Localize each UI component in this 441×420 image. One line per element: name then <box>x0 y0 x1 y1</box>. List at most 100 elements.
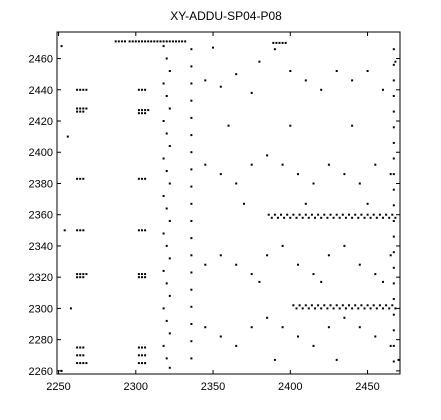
data-point <box>250 273 253 276</box>
data-point <box>82 346 85 349</box>
data-point <box>144 346 147 349</box>
data-point <box>250 326 253 329</box>
data-point <box>266 154 269 157</box>
data-point <box>165 207 168 210</box>
data-point <box>343 316 346 319</box>
data-point <box>392 188 395 191</box>
data-point <box>392 235 395 238</box>
data-point <box>190 220 193 222</box>
data-point <box>312 273 315 276</box>
data-point <box>385 304 388 307</box>
data-point <box>295 307 298 310</box>
data-point <box>392 173 395 176</box>
data-point <box>159 40 162 43</box>
data-point <box>165 57 168 60</box>
data-point <box>144 109 147 112</box>
data-point <box>392 220 395 222</box>
data-point <box>76 276 79 279</box>
data-point <box>137 346 140 349</box>
data-point <box>374 163 377 166</box>
data-point <box>284 41 287 44</box>
data-point <box>63 229 66 232</box>
points-layer <box>60 40 400 372</box>
data-point <box>227 124 230 127</box>
data-point <box>332 307 335 310</box>
data-point <box>392 63 395 66</box>
data-point <box>165 319 168 322</box>
data-point <box>141 354 143 357</box>
data-point <box>85 107 88 110</box>
data-point <box>141 40 143 43</box>
data-point <box>351 79 354 82</box>
data-point <box>392 266 395 269</box>
data-point <box>329 213 332 216</box>
data-point <box>292 213 295 216</box>
data-point <box>289 216 292 219</box>
data-point <box>283 216 286 219</box>
data-point <box>392 95 395 97</box>
data-point <box>162 120 165 122</box>
data-point <box>366 202 369 205</box>
data-point <box>320 88 323 91</box>
data-point <box>304 304 307 307</box>
data-point <box>162 232 165 235</box>
data-point <box>307 307 310 310</box>
data-point <box>204 263 207 266</box>
data-point <box>351 124 354 127</box>
data-point <box>270 216 273 219</box>
data-point <box>60 45 63 48</box>
data-point <box>165 132 168 135</box>
y-tick-label: 2360 <box>29 210 53 222</box>
data-point <box>162 82 165 85</box>
y-tick-label: 2280 <box>29 335 53 347</box>
data-point <box>128 40 131 43</box>
data-point <box>190 151 193 154</box>
data-point <box>168 70 171 72</box>
data-point <box>162 269 165 272</box>
data-point <box>144 40 147 43</box>
data-point <box>141 276 143 279</box>
data-point <box>168 107 171 110</box>
data-point <box>258 280 261 283</box>
data-point <box>190 323 193 325</box>
data-point <box>357 216 360 219</box>
data-point <box>394 216 397 219</box>
data-point <box>147 40 150 43</box>
data-point <box>144 354 147 357</box>
data-point <box>165 170 168 172</box>
data-point <box>82 88 85 91</box>
data-point <box>392 79 395 82</box>
data-point <box>79 346 82 349</box>
data-point <box>320 307 323 310</box>
data-point <box>397 358 400 361</box>
data-point <box>392 282 395 285</box>
data-point <box>389 254 392 257</box>
data-point <box>363 216 366 219</box>
data-point <box>323 213 326 216</box>
data-point <box>366 213 369 216</box>
data-point <box>76 362 79 365</box>
data-point <box>382 216 384 219</box>
data-point <box>374 335 377 338</box>
y-tick-label: 2460 <box>29 54 53 66</box>
data-point <box>366 70 369 72</box>
data-point <box>76 177 79 180</box>
data-point <box>343 244 346 247</box>
data-point <box>76 346 79 349</box>
data-point <box>141 109 143 112</box>
data-point <box>82 273 85 276</box>
data-point <box>343 173 346 176</box>
data-point <box>190 116 193 119</box>
data-point <box>382 280 384 283</box>
data-point <box>297 173 299 176</box>
data-point <box>82 354 85 357</box>
data-point <box>358 326 361 329</box>
y-tick-label: 2400 <box>29 147 53 159</box>
data-point <box>275 41 278 44</box>
data-point <box>394 307 397 310</box>
data-point <box>392 251 395 254</box>
data-point <box>178 40 181 43</box>
data-point <box>278 41 281 44</box>
data-point <box>190 271 193 274</box>
